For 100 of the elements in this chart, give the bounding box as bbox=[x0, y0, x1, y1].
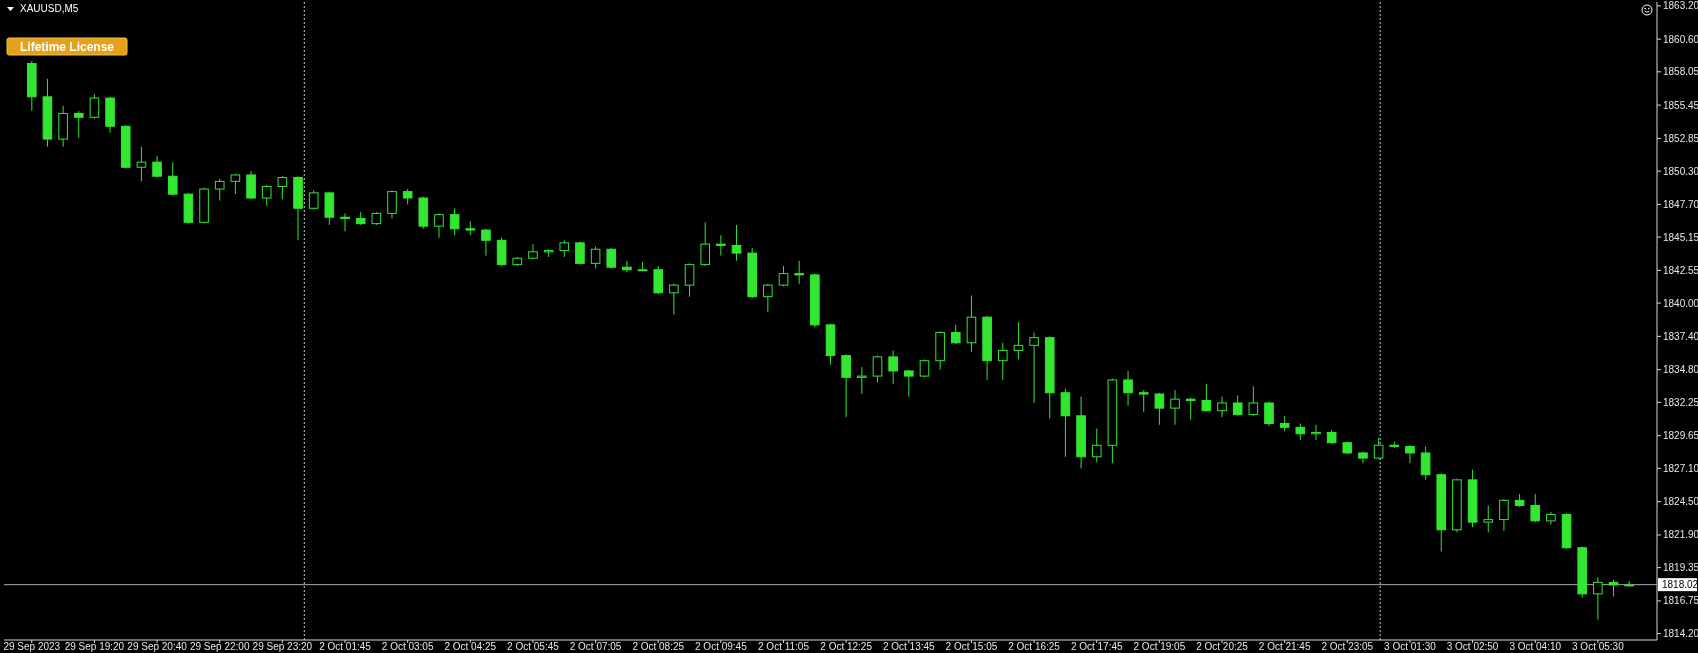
y-tick-label: 1840.00 bbox=[1663, 297, 1698, 309]
x-tick-label: 2 Oct 15:05 bbox=[945, 641, 998, 652]
candlestick bbox=[1201, 383, 1212, 413]
candlestick bbox=[590, 246, 601, 269]
candlestick bbox=[277, 175, 288, 200]
y-tick-label: 1860.60 bbox=[1663, 33, 1698, 45]
candlestick bbox=[449, 207, 460, 236]
candlestick bbox=[481, 228, 491, 257]
candlestick bbox=[1405, 444, 1415, 464]
candlestick bbox=[1311, 424, 1321, 441]
candlestick bbox=[387, 189, 397, 220]
candlestick bbox=[73, 110, 84, 139]
x-tick-label: 2 Oct 16:25 bbox=[1008, 641, 1061, 652]
y-tick-label: 1837.40 bbox=[1663, 330, 1698, 342]
y-tick-label: 1842.55 bbox=[1663, 264, 1698, 276]
candlestick bbox=[763, 283, 773, 313]
candlestick bbox=[653, 265, 664, 295]
y-tick-label: 1850.30 bbox=[1663, 165, 1698, 177]
candlestick bbox=[214, 178, 225, 202]
x-tick-label: 29 Sep 22:00 bbox=[189, 641, 250, 652]
candlestick bbox=[1154, 392, 1165, 426]
x-tick-label: 2 Oct 07:05 bbox=[569, 641, 622, 652]
candlestick bbox=[1530, 493, 1541, 523]
y-tick-label: 1834.80 bbox=[1663, 364, 1698, 376]
x-tick-label: 29 Sep 20:40 bbox=[127, 641, 188, 652]
candlestick bbox=[1060, 388, 1071, 458]
candlestick bbox=[1483, 504, 1494, 533]
y-tick-label: 1827.10 bbox=[1663, 462, 1698, 474]
annotation: Lifetime License bbox=[19, 39, 115, 54]
x-tick-label: 2 Oct 21:45 bbox=[1258, 641, 1311, 652]
y-tick-label: 1855.45 bbox=[1663, 99, 1698, 111]
x-tick-label: 29 Sep 19:20 bbox=[64, 641, 125, 652]
candlestick bbox=[261, 184, 272, 207]
candlestick bbox=[716, 234, 726, 257]
x-tick-label: 2 Oct 09:45 bbox=[695, 641, 748, 652]
candlestick bbox=[888, 349, 898, 385]
x-tick-label: 29 Sep 2023 bbox=[3, 641, 61, 652]
y-tick-label: 1814.20 bbox=[1663, 628, 1698, 640]
y-tick-label: 1852.85 bbox=[1663, 132, 1698, 144]
candlestick bbox=[152, 155, 162, 179]
x-tick-label: 2 Oct 08:25 bbox=[632, 641, 685, 652]
candlestick bbox=[700, 221, 711, 267]
candlestick bbox=[308, 189, 319, 211]
candlestick bbox=[684, 262, 695, 298]
candlestick bbox=[794, 260, 804, 285]
candlestick bbox=[1091, 428, 1102, 463]
x-tick-label: 2 Oct 11:05 bbox=[758, 641, 810, 652]
x-tick-label: 2 Oct 01:45 bbox=[319, 641, 372, 652]
candlestick bbox=[340, 212, 350, 232]
y-tick-label: 1845.15 bbox=[1663, 231, 1698, 243]
y-tick-label: 1858.05 bbox=[1663, 66, 1698, 78]
y-tick-label: 1816.75 bbox=[1663, 595, 1698, 607]
x-tick-label: 2 Oct 19:05 bbox=[1133, 641, 1186, 652]
candlestick bbox=[1248, 385, 1259, 417]
candlestick bbox=[669, 283, 679, 316]
candlestick bbox=[950, 324, 961, 345]
x-tick-label: 2 Oct 23:05 bbox=[1321, 641, 1374, 652]
candlestick bbox=[89, 93, 100, 120]
candlestick bbox=[1593, 576, 1603, 620]
candlestick bbox=[997, 342, 1008, 381]
candlestick bbox=[136, 146, 147, 182]
y-tick-label: 1847.70 bbox=[1663, 198, 1698, 210]
candlestick bbox=[841, 353, 851, 418]
candlestick bbox=[167, 161, 178, 196]
candlestick bbox=[1013, 321, 1024, 360]
candlestick bbox=[434, 212, 444, 239]
ref-line-label: 1818.02 bbox=[1662, 579, 1698, 591]
y-tick-label: 1863.20 bbox=[1663, 0, 1698, 12]
x-tick-label: 3 Oct 01:30 bbox=[1384, 641, 1437, 652]
chart-title: XAUUSD,M5 bbox=[20, 3, 79, 14]
candlestick bbox=[1138, 389, 1149, 413]
candlestick bbox=[1123, 370, 1133, 407]
candlestick bbox=[1420, 446, 1431, 481]
y-tick-label: 1832.25 bbox=[1663, 396, 1698, 408]
candlestick bbox=[1217, 396, 1227, 418]
y-tick-label: 1821.90 bbox=[1663, 529, 1698, 541]
x-tick-label: 2 Oct 20:25 bbox=[1196, 641, 1249, 652]
candlestick bbox=[1170, 389, 1180, 426]
candlestick bbox=[904, 369, 914, 398]
candlestick bbox=[1499, 498, 1509, 532]
x-tick-label: 2 Oct 13:45 bbox=[882, 641, 936, 652]
x-tick-label: 2 Oct 04:25 bbox=[444, 641, 497, 652]
candlestick bbox=[1029, 332, 1039, 404]
candlestick bbox=[528, 243, 538, 261]
y-tick-label: 1829.65 bbox=[1663, 430, 1698, 442]
x-tick-label: 2 Oct 12:25 bbox=[820, 641, 873, 652]
x-tick-label: 29 Sep 23:20 bbox=[252, 641, 313, 652]
x-tick-label: 2 Oct 05:45 bbox=[507, 641, 560, 652]
candlestick bbox=[731, 224, 742, 262]
x-tick-label: 3 Oct 05:30 bbox=[1572, 641, 1625, 652]
y-tick-label: 1819.35 bbox=[1663, 562, 1698, 574]
candlestick bbox=[857, 366, 867, 395]
x-tick-label: 2 Oct 03:05 bbox=[381, 641, 434, 652]
x-tick-label: 2 Oct 17:45 bbox=[1070, 641, 1124, 652]
y-tick-label: 1824.50 bbox=[1663, 496, 1698, 508]
candlestick bbox=[622, 260, 632, 273]
x-tick-label: 3 Oct 04:10 bbox=[1509, 641, 1562, 652]
candlestick bbox=[246, 170, 256, 200]
candlestick bbox=[872, 355, 883, 383]
x-tick-label: 3 Oct 02:50 bbox=[1446, 641, 1499, 652]
